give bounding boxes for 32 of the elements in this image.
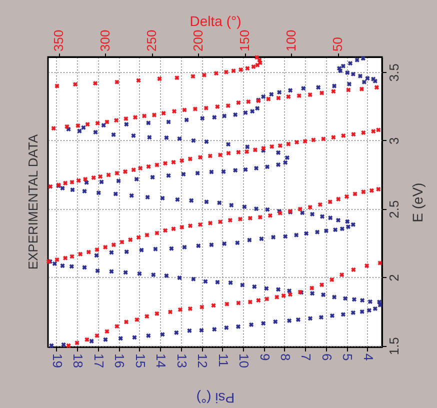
x2-tick-label: 300 bbox=[98, 30, 113, 52]
x-tick-label: 11 bbox=[216, 354, 231, 367]
x2-axis-title: Delta (°) bbox=[190, 12, 242, 29]
x-tick-label: 6 bbox=[319, 354, 334, 361]
x-tick-label: 7 bbox=[298, 354, 314, 361]
y-tick-label: 3.5 bbox=[386, 64, 402, 82]
y-tick-label: 2 bbox=[386, 274, 402, 282]
x2-tick-label: 200 bbox=[190, 30, 206, 52]
x2-tick-label: 250 bbox=[144, 30, 160, 52]
x2-tick-label: 150 bbox=[237, 30, 252, 52]
x-tick-label: 12 bbox=[195, 354, 210, 368]
x2-tick-label: 350 bbox=[51, 30, 66, 52]
x-tick-label: 9 bbox=[257, 354, 272, 361]
x2-tick-label: 50 bbox=[330, 37, 346, 52]
y-axis-title: E (eV) bbox=[410, 182, 426, 222]
text: EXPERIMENTAL DATA bbox=[25, 134, 40, 270]
x-tick-label: 13 bbox=[174, 354, 190, 368]
x-tick-label: 8 bbox=[278, 354, 293, 361]
x-tick-label: 19 bbox=[50, 354, 65, 368]
x-tick-label: 16 bbox=[112, 354, 128, 368]
x-tick-label: 17 bbox=[91, 354, 106, 368]
x-tick-label: 14 bbox=[154, 354, 169, 368]
x-axis-title: Psi (°) bbox=[196, 390, 235, 406]
x-tick-label: 15 bbox=[132, 354, 148, 368]
x-tick-label: 4 bbox=[360, 354, 376, 361]
x-tick-label: 10 bbox=[236, 354, 252, 368]
x2-tick-label: 100 bbox=[284, 30, 299, 52]
y-tick-label: 3 bbox=[386, 137, 402, 145]
y-tick-label: 2.5 bbox=[386, 200, 402, 218]
x-tick-label: 18 bbox=[70, 354, 86, 368]
y-tick-label: 1.5 bbox=[386, 337, 402, 356]
x-tick-label: 5 bbox=[340, 354, 356, 361]
